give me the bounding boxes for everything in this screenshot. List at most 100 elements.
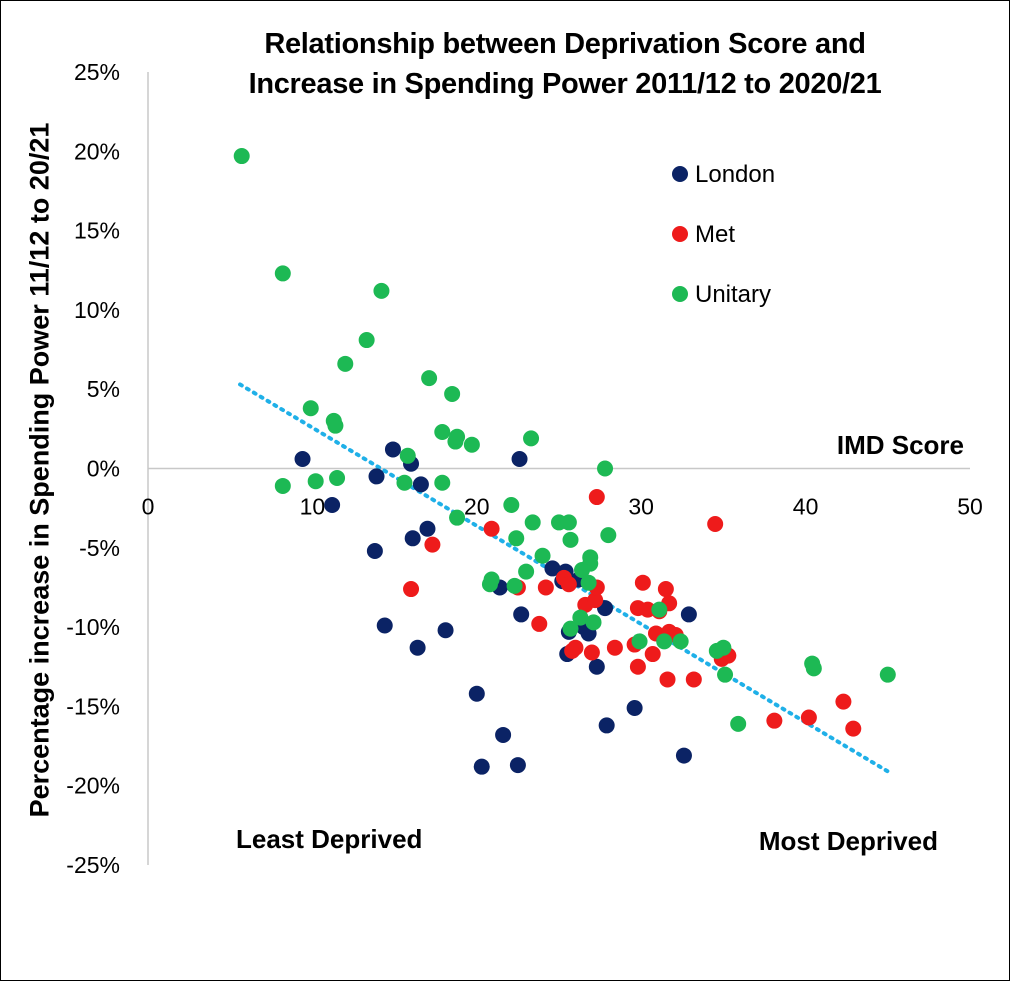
point-unitary xyxy=(524,514,541,531)
x-tick-label: 30 xyxy=(628,494,654,520)
point-london xyxy=(598,717,615,734)
point-met xyxy=(685,671,702,688)
x-axis-label: IMD Score xyxy=(837,430,964,460)
point-unitary xyxy=(327,417,344,434)
legend-marker-met xyxy=(672,226,688,242)
point-london xyxy=(626,699,643,716)
x-tick-label: 20 xyxy=(464,494,490,520)
legend-marker-unitary xyxy=(672,286,688,302)
point-unitary xyxy=(508,530,525,547)
point-london xyxy=(675,747,692,764)
chart-title-line2: Increase in Spending Power 2011/12 to 20… xyxy=(248,68,882,100)
y-tick-label: -15% xyxy=(66,693,120,719)
point-met xyxy=(424,536,441,553)
point-unitary xyxy=(506,577,523,594)
point-unitary xyxy=(434,474,451,491)
point-unitary xyxy=(444,385,461,402)
point-london xyxy=(588,658,605,675)
point-unitary xyxy=(274,265,291,282)
legend-label-met: Met xyxy=(695,221,735,248)
point-unitary xyxy=(449,509,466,526)
annotation-most-deprived: Most Deprived xyxy=(759,826,938,856)
y-tick-label: 0% xyxy=(87,456,120,482)
point-unitary xyxy=(373,282,390,299)
point-london xyxy=(419,520,436,537)
point-met xyxy=(583,644,600,661)
point-unitary xyxy=(656,633,673,650)
point-unitary xyxy=(307,473,324,490)
point-met xyxy=(707,516,724,533)
point-unitary xyxy=(518,563,535,580)
legend-label-london: London xyxy=(695,161,775,188)
point-met xyxy=(560,576,577,593)
point-unitary xyxy=(580,574,597,591)
point-unitary xyxy=(463,436,480,453)
point-london xyxy=(384,441,401,458)
point-met xyxy=(644,646,661,663)
point-london xyxy=(294,450,311,467)
point-met xyxy=(483,520,500,537)
x-tick-label: 0 xyxy=(142,494,155,520)
point-met xyxy=(403,581,420,598)
point-met xyxy=(634,574,651,591)
y-tick-label: -20% xyxy=(66,773,120,799)
point-unitary xyxy=(358,332,375,349)
legend-label-unitary: Unitary xyxy=(695,281,771,308)
point-london xyxy=(366,542,383,559)
y-tick-label: 15% xyxy=(74,218,120,244)
point-unitary xyxy=(631,633,648,650)
point-unitary xyxy=(805,660,822,677)
y-tick-label: 25% xyxy=(74,59,120,85)
point-london xyxy=(509,757,526,774)
point-unitary xyxy=(302,400,319,417)
point-london xyxy=(412,476,429,493)
point-unitary xyxy=(651,601,668,618)
point-london xyxy=(680,606,697,623)
annotation-least-deprived: Least Deprived xyxy=(236,824,422,854)
point-london xyxy=(473,758,490,775)
point-london xyxy=(324,496,341,513)
y-tick-label: -10% xyxy=(66,614,120,640)
point-met xyxy=(587,592,604,609)
point-met xyxy=(567,639,584,656)
tick-labels: 0 10 20 30 40 50 25% 20% 15% 10% 5% 0% -5% -10% -15% -2… xyxy=(66,59,983,878)
point-london xyxy=(495,726,512,743)
point-unitary xyxy=(399,447,416,464)
point-unitary xyxy=(434,424,451,441)
point-met xyxy=(657,581,674,598)
point-unitary xyxy=(449,428,466,445)
point-unitary xyxy=(582,549,599,566)
point-unitary xyxy=(503,496,520,513)
point-unitary xyxy=(879,666,896,683)
point-unitary xyxy=(233,148,250,165)
data-points xyxy=(233,148,896,775)
point-unitary xyxy=(421,370,438,387)
point-london xyxy=(437,622,454,639)
y-tick-label: 5% xyxy=(87,376,120,402)
point-met xyxy=(629,658,646,675)
point-unitary xyxy=(585,614,602,631)
point-unitary xyxy=(572,609,589,626)
axes xyxy=(147,72,970,865)
point-london xyxy=(513,606,530,623)
y-tick-label: 20% xyxy=(74,138,120,164)
point-met xyxy=(835,693,852,710)
point-unitary xyxy=(534,547,551,564)
point-london xyxy=(409,639,426,656)
point-unitary xyxy=(672,633,689,650)
point-london xyxy=(511,450,528,467)
x-tick-label: 40 xyxy=(793,494,819,520)
point-unitary xyxy=(337,355,354,372)
point-unitary xyxy=(560,514,577,531)
point-london xyxy=(404,530,421,547)
point-london xyxy=(368,468,385,485)
y-tick-label: -25% xyxy=(66,852,120,878)
point-met xyxy=(800,709,817,726)
point-met xyxy=(659,671,676,688)
point-unitary xyxy=(730,715,747,732)
legend-marker-london xyxy=(672,166,688,182)
point-london xyxy=(376,617,393,634)
point-unitary xyxy=(717,666,734,683)
